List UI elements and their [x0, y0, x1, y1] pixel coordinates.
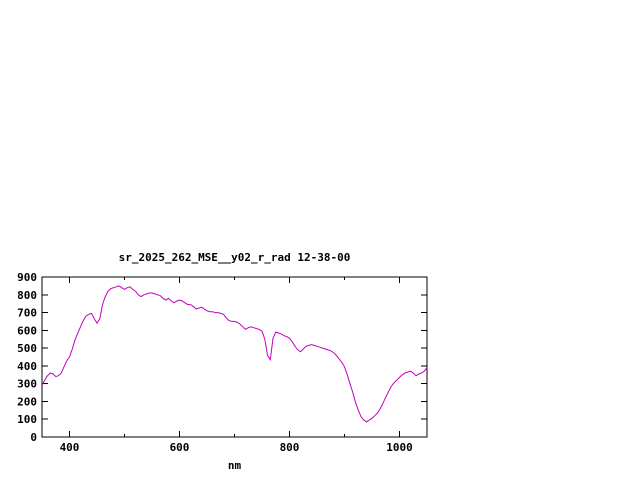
y-tick-label: 0 [30, 431, 37, 444]
x-tick-label: 800 [280, 441, 300, 454]
plot-border [41, 276, 428, 438]
chart-title: sr_2025_262_MSE__y02_r_rad 12-38-00 [118, 251, 351, 264]
series-line [41, 285, 428, 423]
y-tick-label: 700 [17, 307, 37, 320]
y-tick-label: 900 [17, 271, 37, 284]
x-tick-label: 1000 [386, 441, 413, 454]
y-tick-label: 500 [17, 342, 37, 355]
y-tick-label: 800 [17, 289, 37, 302]
y-tick-label: 300 [17, 378, 37, 391]
x-tick-label: 400 [60, 441, 80, 454]
x-axis-label: nm [227, 459, 242, 472]
y-tick-label: 100 [17, 413, 37, 426]
y-tick-label: 400 [17, 360, 37, 373]
y-tick-label: 200 [17, 395, 37, 408]
x-tick-label: 600 [170, 441, 190, 454]
y-tick-label: 600 [17, 324, 37, 337]
